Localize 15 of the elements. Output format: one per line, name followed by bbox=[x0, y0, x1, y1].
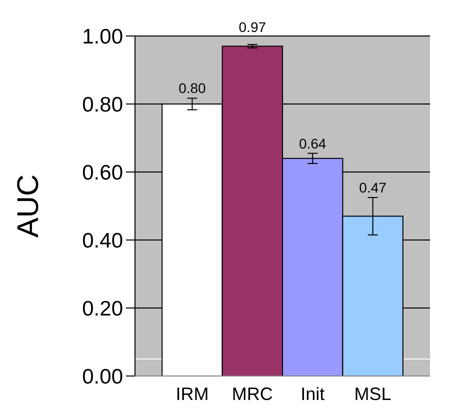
x-tick-label: MSL bbox=[354, 384, 392, 404]
data-label: 0.47 bbox=[359, 180, 387, 196]
data-label: 0.64 bbox=[298, 135, 326, 152]
x-tick-label: IRM bbox=[176, 384, 209, 404]
y-tick-label: 1.00 bbox=[82, 25, 123, 48]
y-axis-title: AUC bbox=[12, 174, 45, 238]
y-tick-label: 0.80 bbox=[82, 93, 123, 116]
x-tick-label: Init bbox=[300, 384, 325, 404]
data-label: 0.80 bbox=[178, 80, 206, 96]
data-label: 0.97 bbox=[238, 19, 266, 35]
y-tick-label: 0.40 bbox=[82, 229, 123, 252]
x-tick-label: MRC bbox=[232, 384, 273, 404]
y-tick-label: 0.60 bbox=[82, 161, 123, 184]
y-tick-label: 0.00 bbox=[82, 365, 123, 388]
y-tick-label: 0.20 bbox=[82, 297, 123, 320]
